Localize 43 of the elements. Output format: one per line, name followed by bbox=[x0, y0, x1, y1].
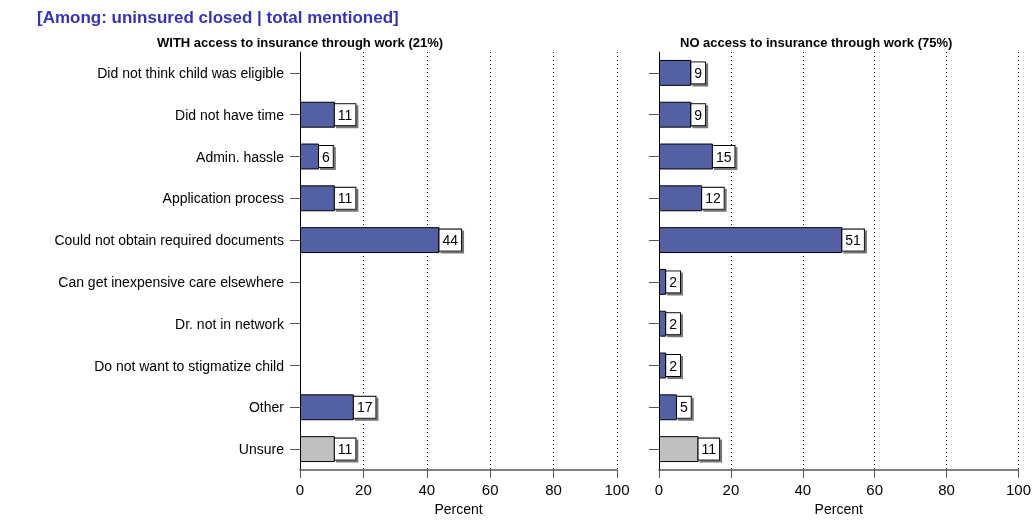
y-tick-label: Other bbox=[248, 399, 285, 416]
data-label: 2 bbox=[669, 357, 678, 374]
y-tick-label: Could not obtain required documents bbox=[54, 232, 284, 249]
data-label: 11 bbox=[701, 441, 717, 458]
data-label: 15 bbox=[715, 148, 732, 165]
data-label: 6 bbox=[322, 148, 331, 165]
x-tick-label: 100 bbox=[1005, 481, 1031, 498]
x-tick-label: 0 bbox=[654, 481, 664, 498]
x-tick-label: 60 bbox=[481, 481, 499, 498]
x-tick-label: 40 bbox=[794, 481, 812, 498]
y-tick-label: Did not think child was eligible bbox=[97, 64, 285, 81]
y-tick-label: Dr. not in network bbox=[175, 315, 285, 332]
chart-subtitle: WITH access to insurance through work (21%) bbox=[157, 35, 444, 50]
x-axis-title: Percent bbox=[814, 500, 863, 517]
data-label: 9 bbox=[694, 64, 703, 81]
data-label: 2 bbox=[669, 273, 678, 290]
x-tick-label: 40 bbox=[418, 481, 436, 498]
y-tick-label: Application process bbox=[162, 190, 284, 207]
chart-title: [Among: uninsured closed | total mentioned] bbox=[37, 8, 399, 27]
chart-title: NO access to insurance through work (75%) bbox=[680, 35, 953, 50]
data-label: 11 bbox=[337, 106, 353, 123]
y-tick-label: Admin. hassle bbox=[196, 148, 285, 165]
y-tick-label: Can get inexpensive care elsewhere bbox=[58, 273, 285, 290]
x-axis-title: Percent bbox=[434, 500, 483, 517]
y-tick-label: Unsure bbox=[238, 441, 285, 458]
data-label: 5 bbox=[679, 399, 688, 416]
y-tick-label: Did not have time bbox=[175, 106, 285, 123]
x-tick-label: 100 bbox=[604, 481, 630, 498]
x-tick-label: 80 bbox=[545, 481, 562, 498]
data-label: 17 bbox=[356, 399, 373, 416]
x-tick-label: 0 bbox=[295, 481, 305, 498]
x-tick-label: 20 bbox=[722, 481, 740, 498]
x-tick-label: 20 bbox=[355, 481, 372, 498]
data-label: 44 bbox=[442, 232, 459, 249]
data-label: 51 bbox=[845, 232, 862, 249]
data-label: 2 bbox=[669, 315, 678, 332]
data-label: 11 bbox=[337, 441, 353, 458]
x-tick-label: 60 bbox=[866, 481, 884, 498]
x-tick-label: 80 bbox=[938, 481, 955, 498]
data-label: 12 bbox=[705, 190, 721, 207]
data-label: 11 bbox=[337, 190, 353, 207]
y-tick-label: Do not want to stigmatize child bbox=[94, 357, 284, 374]
data-label: 9 bbox=[694, 106, 703, 123]
